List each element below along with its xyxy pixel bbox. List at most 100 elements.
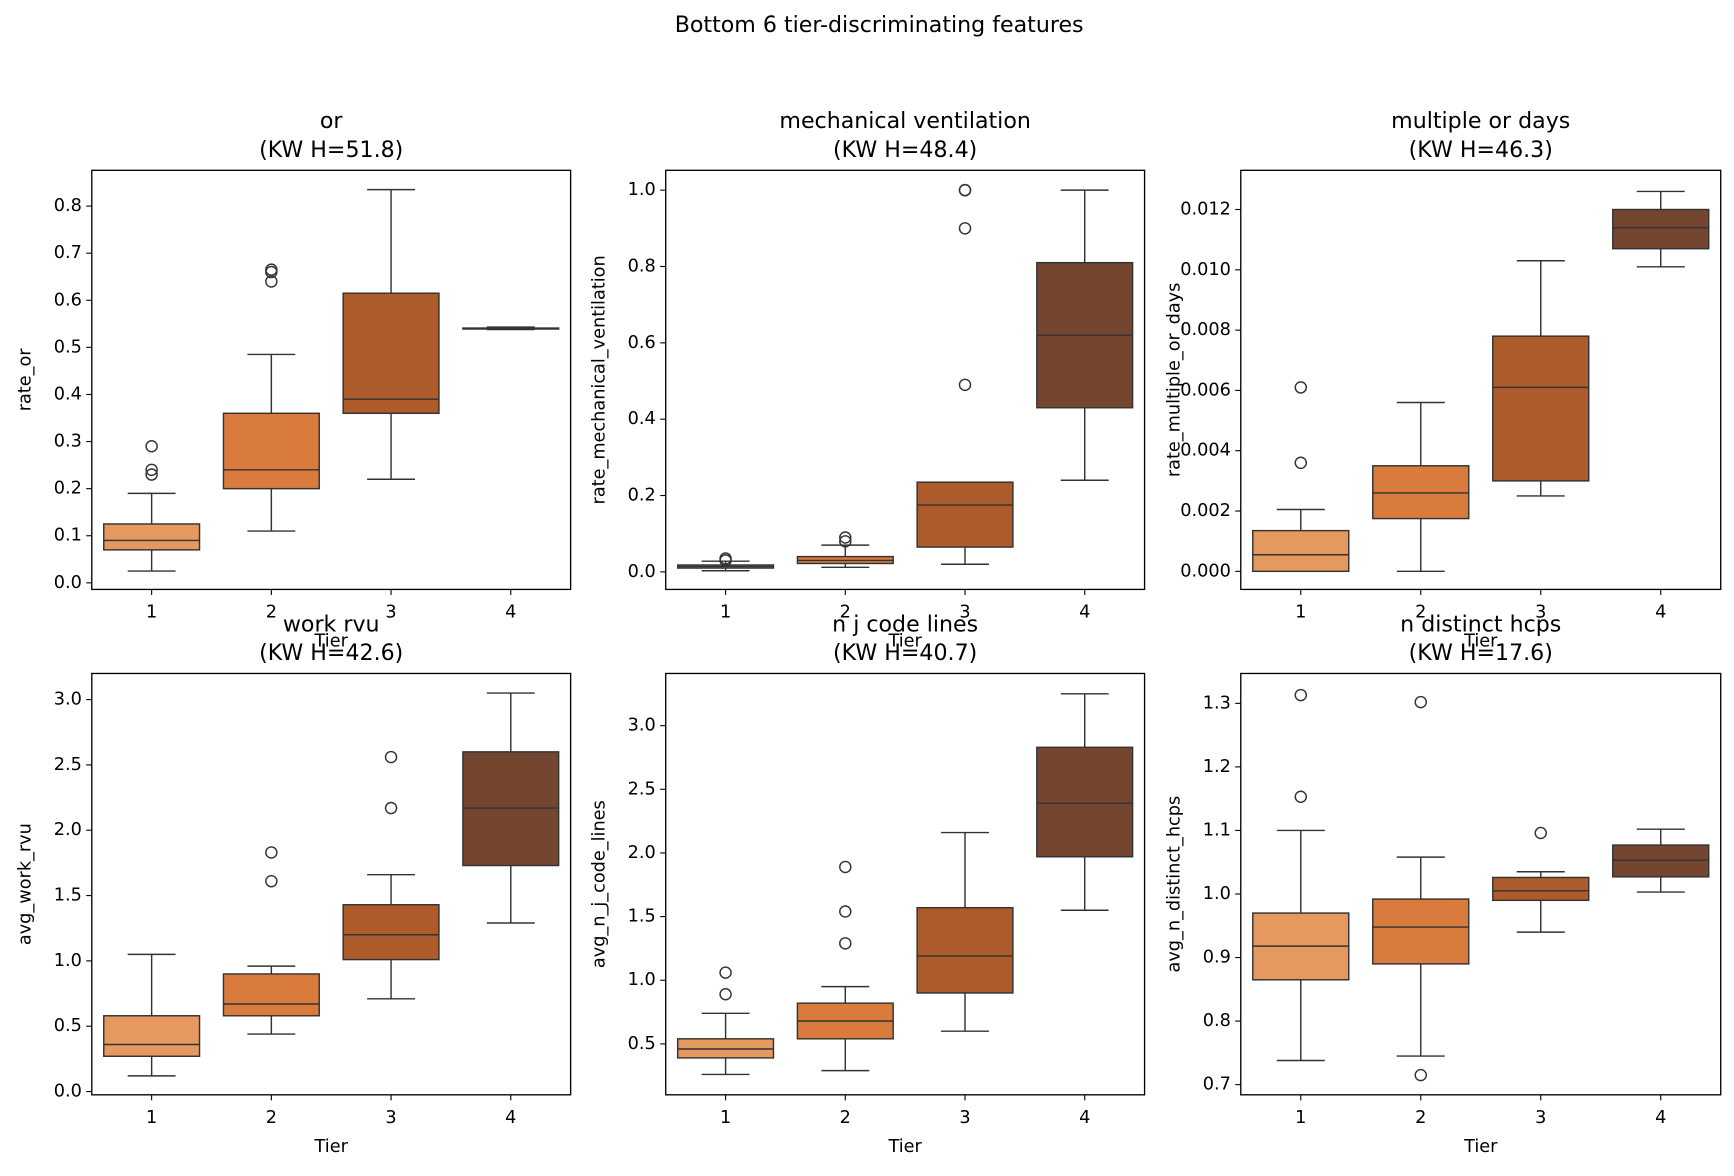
- subplot-subtitle: (KW H=46.3): [1409, 137, 1553, 163]
- y-tick-label: 0.008: [1180, 320, 1231, 340]
- y-tick-label: 1.0: [1203, 884, 1231, 904]
- x-tick-label: 4: [505, 603, 516, 623]
- x-tick-label: 2: [1415, 603, 1426, 623]
- outlier: [1294, 790, 1308, 804]
- y-tick-label: 0.7: [1203, 1075, 1231, 1095]
- y-axis-label: rate_mechanical_ventilation: [589, 255, 609, 504]
- x-tick-label: 1: [1295, 1108, 1306, 1128]
- y-tick-label: 1.0: [628, 970, 656, 990]
- y-tick-label: 3.0: [628, 716, 656, 736]
- subplot-subtitle: (KW H=48.4): [833, 137, 977, 163]
- y-tick-label: 1.0: [628, 180, 656, 200]
- outlier: [839, 535, 852, 548]
- outlier: [145, 463, 158, 477]
- outlier: [1414, 695, 1428, 709]
- subplot-title: n distinct hcps: [1400, 611, 1561, 637]
- box: [1492, 876, 1590, 902]
- x-tick-label: 1: [720, 1108, 731, 1128]
- y-tick-label: 0.012: [1180, 200, 1231, 220]
- y-tick-label: 0.2: [628, 486, 656, 506]
- box: [342, 292, 440, 415]
- x-tick-label: 4: [1655, 1108, 1666, 1128]
- box: [103, 523, 201, 551]
- figure-title: Bottom 6 tier-discriminating features: [675, 12, 1084, 38]
- subplot-subtitle: (KW H=17.6): [1409, 640, 1553, 666]
- x-tick-label: 4: [1079, 603, 1090, 623]
- y-tick-label: 0.006: [1180, 380, 1231, 400]
- box: [103, 1015, 201, 1057]
- y-tick-label: 0.000: [1180, 561, 1231, 581]
- y-tick-label: 0.7: [54, 243, 82, 263]
- outlier: [719, 966, 732, 979]
- box: [916, 481, 1014, 548]
- x-axis-label: Tier: [887, 631, 922, 651]
- box: [916, 906, 1014, 994]
- axes-frame: [1240, 672, 1722, 1096]
- x-axis-label: Tier: [887, 1137, 922, 1157]
- x-tick-label: 2: [840, 1108, 851, 1128]
- outlier: [958, 183, 972, 197]
- axes-frame: [91, 169, 572, 591]
- subplot-title: work rvu: [283, 611, 380, 637]
- x-tick-label: 3: [959, 603, 970, 623]
- outlier: [719, 552, 732, 565]
- y-tick-label: 0.8: [628, 256, 656, 276]
- outlier: [145, 468, 158, 481]
- y-tick-label: 0.1: [54, 526, 82, 546]
- outlier: [958, 222, 972, 235]
- y-tick-label: 0.0: [54, 1082, 82, 1102]
- y-tick-label: 0.0: [628, 562, 656, 582]
- y-axis-label: avg_n_j_code_lines: [589, 800, 609, 968]
- outlier: [265, 263, 278, 276]
- x-axis-label: Tier: [314, 1137, 349, 1157]
- axes-frame: [91, 672, 572, 1096]
- y-tick-label: 0.5: [54, 337, 82, 357]
- y-tick-label: 0.6: [628, 333, 656, 353]
- y-tick-label: 0.010: [1180, 260, 1231, 280]
- x-tick-label: 1: [146, 603, 157, 623]
- outlier: [145, 440, 158, 453]
- box: [1372, 898, 1470, 965]
- subplot-title: multiple or days: [1391, 108, 1570, 134]
- axes-frame: [665, 672, 1146, 1096]
- box: [1036, 746, 1134, 858]
- subplot-title: mechanical ventilation: [779, 108, 1030, 134]
- x-tick-label: 2: [1415, 1108, 1426, 1128]
- x-axis-label: Tier: [1463, 1137, 1498, 1157]
- x-tick-label: 2: [266, 1108, 277, 1128]
- y-axis-label: rate_multiple_or_days: [1164, 283, 1184, 478]
- x-tick-label: 3: [385, 1108, 396, 1128]
- y-tick-label: 2.0: [54, 820, 82, 840]
- outlier: [839, 531, 852, 544]
- outlier: [839, 937, 852, 950]
- x-tick-label: 3: [1535, 603, 1546, 623]
- outlier: [719, 988, 732, 1001]
- box: [222, 412, 320, 490]
- axes-frame: [1240, 169, 1722, 591]
- outlier: [1534, 826, 1547, 840]
- y-axis-label: avg_work_rvu: [15, 823, 35, 945]
- box: [1492, 335, 1590, 482]
- y-tick-label: 0.2: [54, 479, 82, 499]
- outlier: [1294, 456, 1308, 470]
- outlier: [1294, 688, 1308, 702]
- x-tick-label: 2: [266, 603, 277, 623]
- y-tick-label: 1.0: [54, 951, 82, 971]
- box: [342, 903, 440, 961]
- y-tick-label: 0.004: [1180, 441, 1231, 461]
- x-tick-label: 4: [1655, 603, 1666, 623]
- outlier: [1294, 381, 1308, 394]
- subplot-subtitle: (KW H=51.8): [259, 137, 403, 163]
- x-tick-label: 2: [840, 603, 851, 623]
- box: [1252, 529, 1350, 573]
- x-tick-label: 3: [385, 603, 396, 623]
- box: [1612, 208, 1710, 250]
- axes-frame: [665, 169, 1146, 591]
- y-tick-label: 0.5: [628, 1034, 656, 1054]
- y-tick-label: 0.3: [54, 432, 82, 452]
- y-tick-label: 0.0: [54, 573, 82, 593]
- y-tick-label: 0.4: [54, 384, 82, 404]
- x-tick-label: 3: [959, 1108, 970, 1128]
- y-tick-label: 0.5: [54, 1016, 82, 1036]
